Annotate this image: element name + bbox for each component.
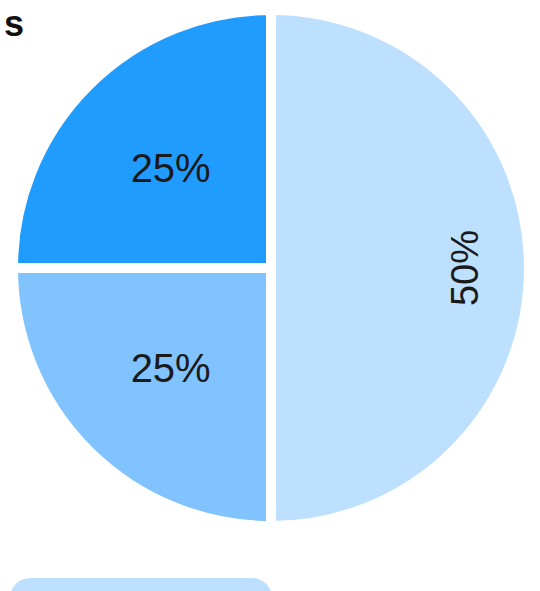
svg-text:25%: 25% [131,146,211,190]
html-text:s: s [4,3,24,44]
svg-text:25%: 25% [131,346,211,390]
svg-text:50%: 50% [444,230,486,306]
